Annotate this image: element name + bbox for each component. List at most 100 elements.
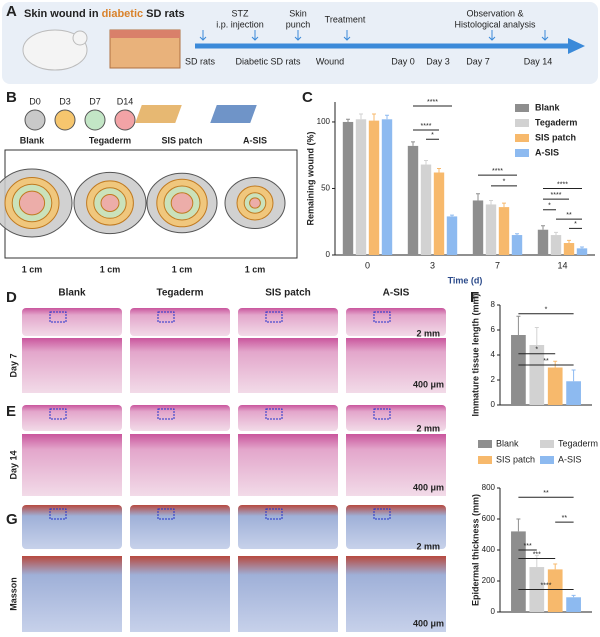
scale-bar-high: 400 μm — [413, 482, 444, 492]
scale-bar-low: 2 mm — [416, 328, 440, 338]
histo-zoom — [238, 434, 338, 496]
sig-label: ** — [543, 490, 549, 497]
legend-label: Tegaderm — [535, 117, 577, 127]
histo-zoom — [238, 338, 338, 393]
bar — [529, 345, 545, 405]
step-label: STZ — [232, 8, 250, 18]
histo-strip — [130, 505, 230, 549]
stage-label: Day 3 — [426, 56, 450, 66]
bar — [433, 172, 445, 255]
step-label: punch — [286, 19, 311, 29]
histo-strip — [238, 308, 338, 336]
histo-group: A-SIS — [383, 288, 410, 299]
legend-label: A-SIS — [558, 454, 582, 464]
error-bar — [553, 563, 558, 570]
y-tick-label: 600 — [482, 514, 496, 523]
histo-zoom — [22, 338, 122, 393]
legend-label: Blank — [496, 438, 519, 448]
histo-strip — [238, 505, 338, 549]
bar — [498, 207, 510, 255]
stage-label: Day 14 — [524, 56, 553, 66]
sig-label: **** — [541, 582, 552, 589]
legend-label: Tegaderm — [558, 438, 598, 448]
panel-label: F — [470, 289, 479, 306]
bar — [368, 120, 380, 255]
y-tick-label: 800 — [482, 483, 496, 492]
row-label: Masson — [8, 577, 18, 611]
roi-box — [265, 311, 283, 323]
y-tick-label: 0 — [491, 607, 496, 616]
day-label: D7 — [89, 96, 101, 106]
x-axis-label: Time (d) — [448, 275, 483, 285]
step-arrow — [488, 30, 496, 41]
sig-label: * — [548, 203, 551, 210]
panel-label: C — [302, 89, 313, 106]
bar — [511, 235, 523, 255]
bar — [511, 531, 526, 612]
sig-label: * — [503, 179, 506, 186]
legend-label: SIS patch — [496, 454, 535, 464]
mouse-head — [72, 30, 88, 46]
histo-strip — [130, 308, 230, 336]
day-swatch — [114, 109, 136, 131]
sig-label: ** — [543, 358, 549, 365]
error-bar — [534, 327, 539, 345]
bar — [547, 569, 563, 612]
group-label: Tegaderm — [89, 135, 131, 145]
histo-zoom — [130, 338, 230, 393]
roi-box — [157, 508, 175, 520]
bar — [563, 243, 575, 255]
error-bar — [450, 214, 454, 217]
error-bar — [489, 199, 493, 205]
wound-outline — [249, 197, 261, 209]
stage-label: Wound — [316, 56, 344, 66]
roi-box — [49, 508, 67, 520]
histo-strip — [346, 505, 446, 549]
scale-label: 1 cm — [245, 264, 266, 274]
panel-label: G — [6, 511, 18, 528]
error-bar — [516, 315, 521, 335]
title-part: SD rats — [146, 8, 185, 20]
roi-box — [49, 311, 67, 323]
step-arrow — [251, 30, 259, 41]
y-tick-label: 100 — [317, 117, 331, 126]
histo-group: Blank — [58, 288, 86, 299]
error-bar — [411, 141, 415, 146]
histo-zoom — [130, 556, 230, 632]
bar — [420, 164, 432, 255]
histo-zoom — [346, 556, 446, 632]
timeline-arrow — [568, 38, 585, 54]
panel-label: E — [6, 403, 16, 420]
error-bar — [372, 113, 376, 121]
legend-swatch — [540, 440, 554, 448]
histo-strip — [22, 505, 122, 549]
legend-swatch — [540, 456, 554, 464]
day-label: D14 — [117, 96, 134, 106]
histo-zoom — [130, 434, 230, 496]
histo-zoom — [238, 556, 338, 632]
bar — [355, 119, 367, 255]
y-tick-label: 2 — [491, 375, 496, 384]
legend-swatch — [478, 456, 492, 464]
error-bar — [476, 193, 480, 201]
y-tick-label: 400 — [482, 545, 496, 554]
roi-box — [49, 408, 67, 420]
day-swatch — [24, 109, 46, 131]
roi-box — [265, 508, 283, 520]
step-label: Skin — [289, 8, 307, 18]
legend-label: SIS patch — [535, 132, 576, 142]
scale-bar-high: 400 μm — [413, 618, 444, 628]
panel-label: D — [6, 289, 17, 306]
bar — [547, 367, 563, 405]
scale-label: 1 cm — [22, 264, 43, 274]
error-bar — [567, 239, 571, 244]
scale-label: 1 cm — [100, 264, 121, 274]
sig-label: * — [431, 132, 434, 139]
histo-zoom — [346, 434, 446, 496]
title-part: Skin wound in — [24, 8, 99, 20]
wound-outline — [170, 192, 194, 214]
day-swatch — [54, 109, 76, 131]
step-label: Histological analysis — [454, 19, 536, 29]
bar — [381, 119, 393, 255]
